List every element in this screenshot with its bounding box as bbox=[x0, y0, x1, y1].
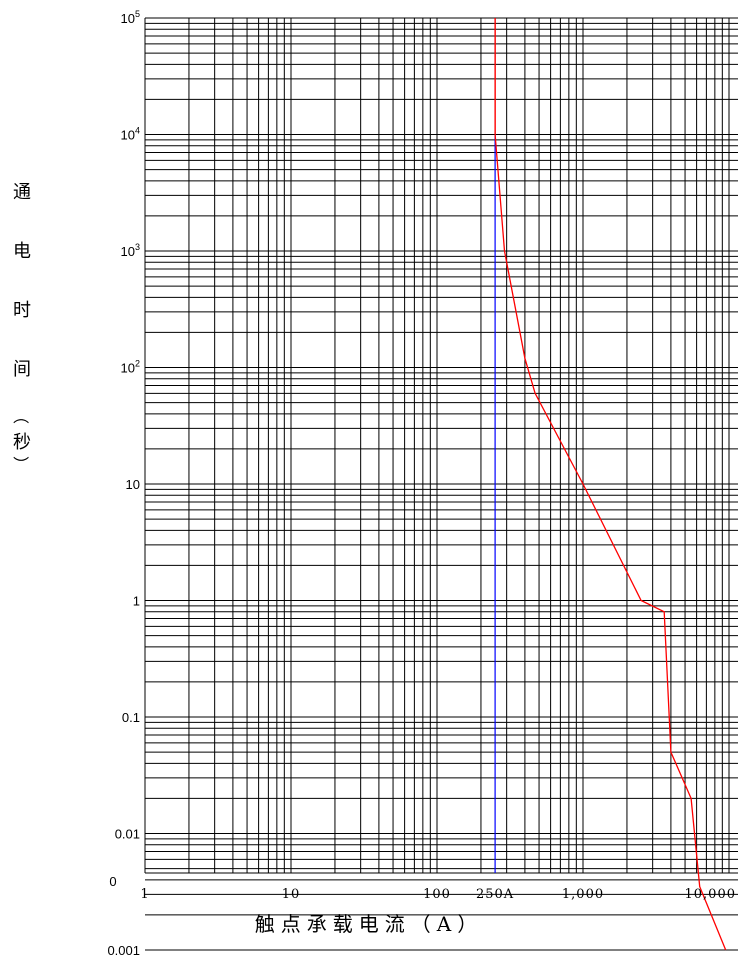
y-tick-label: 0.1 bbox=[122, 710, 140, 725]
y-tick-zero: 0 bbox=[109, 874, 116, 889]
y-axis-label-char: 时 bbox=[13, 300, 31, 321]
y-tick-text: 1 bbox=[133, 594, 140, 609]
y-axis-label-char: （ bbox=[11, 407, 30, 424]
y-tick-exponent: 3 bbox=[135, 242, 140, 252]
y-tick-label: 105 bbox=[121, 9, 140, 26]
y-axis-label-char: 间 bbox=[13, 359, 31, 380]
x-axis-label: 触点承载电流（A） bbox=[254, 912, 484, 936]
y-tick-label: 0.001 bbox=[107, 943, 140, 958]
y-tick-base: 0.1 bbox=[122, 710, 140, 725]
y-axis-label-char: 通 bbox=[13, 182, 31, 203]
y-tick-text: 105 bbox=[121, 9, 140, 26]
y-tick-text: 102 bbox=[121, 359, 140, 376]
y-tick-label: 1 bbox=[133, 594, 140, 609]
y-tick-label: 0.01 bbox=[115, 827, 140, 842]
y-axis-label-char: ） bbox=[11, 455, 30, 472]
series-line bbox=[494, 18, 727, 951]
y-tick-text: 104 bbox=[121, 126, 140, 143]
x-tick-label: 10 bbox=[282, 887, 301, 902]
series-layer bbox=[494, 18, 727, 951]
y-tick-base: 10 bbox=[126, 477, 140, 492]
y-tick-exponent: 5 bbox=[135, 9, 140, 19]
y-tick-base: 10 bbox=[121, 244, 135, 259]
y-tick-text: 0.001 bbox=[107, 943, 140, 958]
y-tick-text: 0.1 bbox=[122, 710, 140, 725]
y-tick-label: 104 bbox=[121, 126, 140, 143]
y-tick-label: 103 bbox=[121, 242, 140, 259]
x-tick-label: 250A bbox=[476, 887, 514, 902]
y-axis-label-char: 电 bbox=[13, 241, 31, 262]
y-tick-exponent: 4 bbox=[135, 126, 140, 136]
y-tick-base: 1 bbox=[133, 594, 140, 609]
grid bbox=[144, 17, 738, 951]
y-tick-base: 0.01 bbox=[115, 827, 140, 842]
y-tick-label: 10 bbox=[126, 477, 140, 492]
x-tick-label: 1 bbox=[140, 887, 149, 902]
y-tick-base: 0.001 bbox=[107, 943, 140, 958]
y-tick-text: 0.01 bbox=[115, 827, 140, 842]
x-tick-label: 100 bbox=[423, 887, 451, 902]
y-tick-label: 102 bbox=[121, 359, 140, 376]
y-tick-text: 10 bbox=[126, 477, 140, 492]
x-tick-label: 10,000 bbox=[685, 887, 737, 902]
y-tick-text: 103 bbox=[121, 242, 140, 259]
y-tick-exponent: 2 bbox=[135, 359, 140, 369]
y-tick-base: 10 bbox=[121, 361, 135, 376]
y-axis-label-char: 秒 bbox=[13, 432, 31, 453]
y-tick-base: 10 bbox=[121, 128, 135, 143]
x-tick-label: 1,000 bbox=[562, 887, 604, 902]
y-tick-base: 10 bbox=[121, 11, 135, 26]
x-tick-labels: 1 10 100 250A 1,000 10,000 bbox=[140, 887, 737, 902]
